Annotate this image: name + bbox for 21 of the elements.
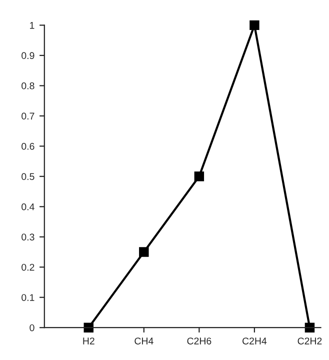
y-tick-label: 0.5	[22, 173, 34, 180]
point	[84, 322, 94, 332]
point	[250, 20, 260, 30]
y-tick-label: 0.8	[22, 82, 34, 90]
y-tick-label: 0	[30, 324, 34, 332]
y-tick-label: 0.9	[22, 52, 34, 60]
x-tick-label: H2	[83, 338, 94, 344]
y-tick-label: 0.1	[22, 294, 34, 301]
x-tick-label: C2H4	[242, 338, 267, 344]
x-tick-label: C2H6	[187, 338, 212, 344]
y-tick-label: 0.7	[22, 112, 34, 120]
y-tick-label: 0.4	[22, 203, 34, 210]
x-tick-label: C2H2	[298, 338, 322, 344]
y-tick-label: 0.2	[22, 264, 34, 271]
point	[194, 172, 204, 182]
point	[139, 247, 149, 257]
y-tick-label: 0.6	[22, 142, 34, 150]
y-tick-label: 0.3	[22, 234, 34, 240]
x-tick-label: CH4	[134, 338, 154, 344]
point	[304, 322, 315, 332]
y-tick-label: 1	[30, 22, 34, 29]
